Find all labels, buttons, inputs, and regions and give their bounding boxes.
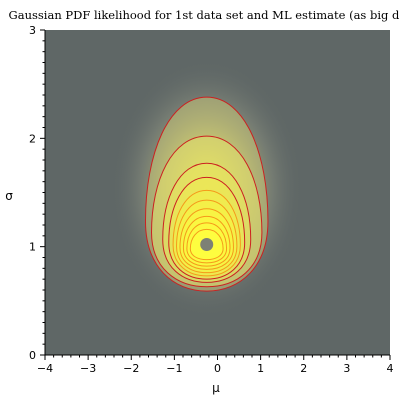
y-tick-label: 2 [29,132,36,145]
contour-line [179,208,234,270]
axes-layer: −4 −3 −2 −1 0 1 2 3 4 0 1 2 3 [29,24,394,375]
x-axis-label: μ [212,381,220,395]
y-tick-label: 1 [29,241,36,254]
contour-line [151,135,263,288]
y-axis-label: σ [5,189,13,203]
x-tick-label: −4 [37,362,53,375]
contour-line [144,96,269,292]
x-tick-label: −2 [123,362,139,375]
x-tick-label: −1 [166,362,182,375]
contour-line [172,189,241,277]
ml-estimate-layer [200,238,214,251]
x-tick-label: 2 [300,362,307,375]
contour-line [182,215,231,267]
x-tick-label: 4 [387,362,394,375]
contour-line [189,228,224,261]
x-tick-label: 0 [214,362,221,375]
chart-title: Gaussian PDF likelihood for 1st data set… [9,8,400,22]
contour-line [162,162,252,283]
x-tick-label: 1 [257,362,264,375]
contour-layer [144,96,269,292]
x-tick-label: −3 [80,362,96,375]
contour-line [176,199,238,274]
ml-estimate-dot [200,238,214,251]
contour-line [168,176,246,280]
y-tick-label: 3 [29,24,36,37]
contour-line [186,222,228,264]
y-tick-label: 0 [29,349,36,362]
x-tick-label: 3 [343,362,350,375]
